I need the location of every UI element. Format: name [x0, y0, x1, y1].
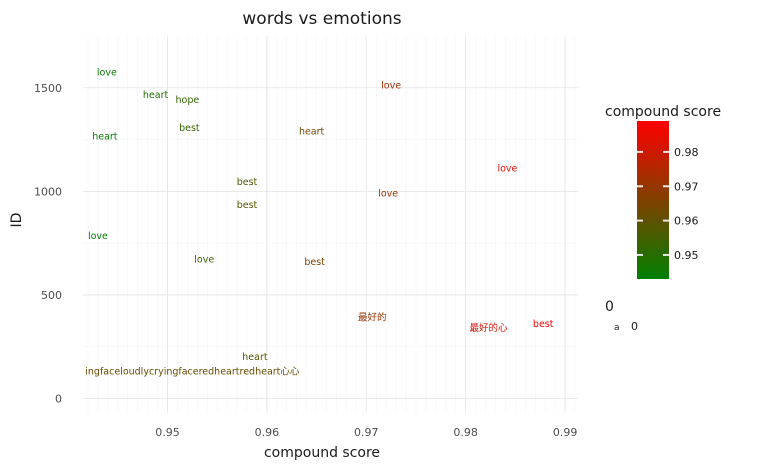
word-labels: love heart hope love heart best heart love best l…	[85, 67, 553, 377]
word-label: best	[237, 200, 258, 211]
size-legend-key: a	[614, 323, 620, 333]
chart-title: words vs emotions	[242, 9, 401, 29]
word-label: heart	[92, 131, 118, 142]
word-label: love	[378, 188, 398, 199]
colorbar-legend: compound score 0.95 0.96 0.97 0.98	[605, 104, 721, 279]
word-label: love	[97, 67, 117, 78]
x-tick-label: 0.98	[453, 426, 478, 439]
x-axis-ticks: 0.95 0.96 0.97 0.98 0.99	[155, 426, 577, 439]
word-label: best	[304, 257, 325, 268]
colorbar-tick-label: 0.97	[674, 180, 699, 193]
word-label: heart	[242, 352, 268, 363]
y-tick-label: 1000	[34, 185, 62, 198]
word-label: hope	[176, 95, 200, 106]
x-tick-label: 0.99	[553, 426, 578, 439]
colorbar-title: compound score	[605, 104, 721, 120]
colorbar-ticks: 0.95 0.96 0.97 0.98	[637, 146, 699, 262]
size-legend-value: 0	[631, 320, 638, 333]
size-legend-title: 0	[605, 299, 614, 315]
word-label: best	[237, 177, 258, 188]
word-label: best	[179, 123, 200, 134]
colorbar-tick-label: 0.96	[674, 215, 699, 228]
word-label: heart	[299, 126, 325, 137]
word-label: 最好的	[358, 312, 387, 324]
size-legend: 0 a 0	[605, 299, 638, 333]
word-label: best	[533, 319, 554, 330]
word-label: ingfaceloudlycryingfaceredheartredheart心…	[85, 367, 300, 378]
x-tick-label: 0.95	[155, 426, 180, 439]
word-label: 最好的心	[470, 322, 509, 334]
y-axis-ticks: 0 500 1000 1500	[34, 82, 62, 406]
gridlines	[83, 36, 578, 413]
y-axis-title: ID	[9, 213, 25, 228]
word-label: love	[381, 81, 401, 92]
x-tick-label: 0.97	[354, 426, 379, 439]
x-axis-title: compound score	[264, 445, 380, 461]
colorbar-tick-label: 0.98	[674, 146, 699, 159]
colorbar-gradient	[637, 121, 669, 279]
word-label: love	[88, 231, 108, 242]
x-tick-label: 0.96	[255, 426, 280, 439]
colorbar-tick-label: 0.95	[674, 249, 699, 262]
y-tick-label: 1500	[34, 82, 62, 95]
word-label: love	[194, 255, 214, 266]
y-tick-label: 0	[55, 393, 62, 406]
y-tick-label: 500	[41, 289, 62, 302]
word-label: heart	[143, 90, 169, 101]
word-label: love	[497, 164, 517, 175]
